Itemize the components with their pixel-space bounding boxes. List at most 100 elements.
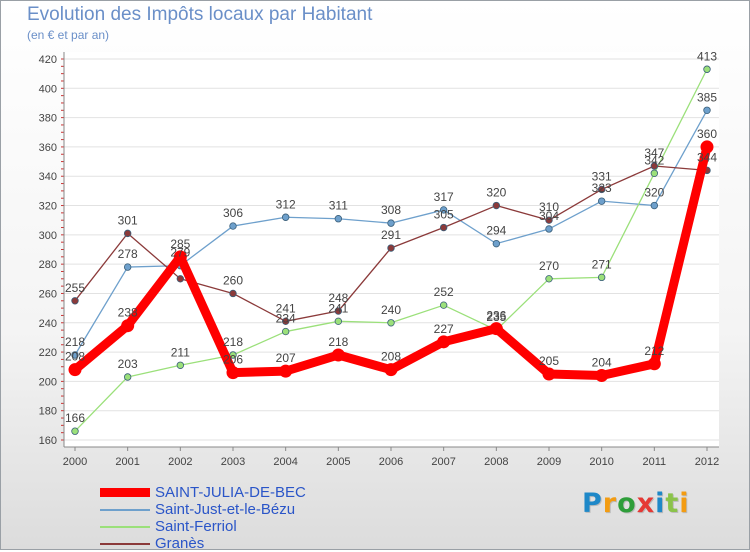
data-label: 206 — [223, 353, 243, 367]
data-point — [387, 244, 395, 252]
data-point — [384, 363, 398, 377]
legend-label: Saint-Just-et-le-Bézu — [155, 500, 296, 518]
data-label: 235 — [486, 310, 506, 324]
data-label: 218 — [65, 335, 85, 349]
data-label: 241 — [276, 301, 296, 315]
data-label: 304 — [539, 209, 559, 223]
data-point — [281, 327, 290, 336]
data-point — [173, 250, 187, 264]
data-point — [492, 239, 501, 248]
data-label: 218 — [223, 335, 243, 349]
logo-letter: P — [582, 488, 603, 519]
legend-swatch — [100, 525, 150, 528]
legend-swatch — [100, 508, 150, 511]
data-point — [68, 363, 82, 377]
x-tick-label: 2006 — [379, 456, 403, 468]
legend-item: Granès — [100, 535, 306, 552]
legend-label: Saint-Ferriol — [155, 517, 237, 535]
data-label: 252 — [434, 285, 454, 299]
y-tick-label: 380 — [39, 113, 57, 125]
data-point — [439, 301, 448, 309]
data-label: 308 — [381, 203, 401, 217]
data-point — [71, 297, 79, 305]
data-label: 310 — [539, 200, 559, 214]
data-point — [71, 427, 79, 435]
data-point — [700, 140, 714, 154]
data-point — [437, 335, 451, 349]
legend-item: Saint-Ferriol — [100, 518, 306, 535]
data-point — [334, 307, 343, 315]
data-label: 271 — [592, 257, 612, 271]
data-label: 208 — [65, 350, 85, 364]
legend-label: SAINT-JULIA-DE-BEC — [155, 483, 306, 501]
legend-label: Granès — [155, 534, 205, 552]
data-point — [439, 223, 448, 232]
y-tick-label: 360 — [39, 142, 57, 154]
logo-letter: o — [617, 488, 637, 519]
legend-swatch — [100, 488, 150, 497]
data-label: 248 — [328, 291, 348, 305]
data-label: 344 — [697, 150, 717, 164]
data-point — [542, 367, 556, 381]
data-label: 311 — [329, 199, 348, 213]
data-label: 166 — [65, 411, 85, 425]
data-label: 323 — [592, 181, 612, 195]
y-tick-label: 180 — [39, 406, 57, 418]
chart-legend: SAINT-JULIA-DE-BEC Saint-Just-et-le-Bézu S… — [100, 484, 306, 552]
y-tick-label: 320 — [39, 201, 57, 213]
data-label: 207 — [276, 351, 296, 365]
data-label: 236 — [486, 309, 506, 323]
data-point — [334, 317, 343, 326]
data-label: 320 — [644, 186, 664, 200]
data-label: 203 — [118, 357, 138, 371]
data-point — [229, 222, 237, 230]
data-label: 270 — [539, 259, 559, 273]
chart-title: Evolution des Impôts locaux par Habitant — [27, 4, 373, 25]
data-point — [597, 185, 606, 194]
x-tick-label: 2001 — [115, 456, 139, 468]
data-point — [226, 366, 240, 380]
data-point — [650, 201, 659, 210]
data-label: 238 — [118, 306, 138, 320]
data-point — [176, 361, 185, 369]
data-point — [703, 106, 711, 114]
data-point — [331, 348, 345, 362]
proxiti-logo: Proxiti — [582, 488, 690, 519]
data-label: 227 — [434, 322, 454, 336]
data-label: 305 — [434, 208, 454, 222]
y-tick-label: 420 — [39, 54, 57, 66]
data-point — [279, 364, 293, 378]
data-label: 301 — [118, 213, 138, 227]
legend-item: SAINT-JULIA-DE-BEC — [100, 484, 306, 501]
data-label: 218 — [328, 335, 348, 349]
x-tick-label: 2004 — [273, 456, 297, 468]
data-label: 278 — [118, 247, 138, 261]
y-tick-label: 160 — [39, 435, 57, 447]
x-tick-label: 2005 — [326, 456, 350, 468]
data-label: 331 — [592, 169, 612, 183]
legend-item: Saint-Just-et-le-Bézu — [100, 501, 306, 518]
data-point — [597, 197, 606, 205]
logo-letter: x — [636, 488, 656, 519]
data-point — [387, 219, 395, 227]
data-point — [229, 289, 237, 298]
data-point — [650, 169, 659, 177]
data-point — [123, 373, 132, 381]
data-label: 205 — [539, 354, 559, 368]
x-tick-label: 2011 — [643, 456, 667, 468]
x-tick-label: 2012 — [695, 456, 719, 468]
y-tick-label: 280 — [39, 259, 57, 271]
data-point — [281, 213, 290, 221]
logo-letter: t — [665, 488, 680, 519]
y-tick-label: 240 — [39, 318, 57, 330]
data-point — [281, 317, 290, 326]
data-label: 234 — [276, 312, 296, 326]
logo-letter: i — [655, 488, 666, 519]
data-label: 385 — [697, 90, 717, 104]
logo-letter: r — [602, 488, 618, 519]
data-point — [545, 216, 553, 224]
data-point — [71, 351, 79, 359]
logo-letter: i — [679, 488, 690, 519]
data-point — [123, 229, 132, 238]
